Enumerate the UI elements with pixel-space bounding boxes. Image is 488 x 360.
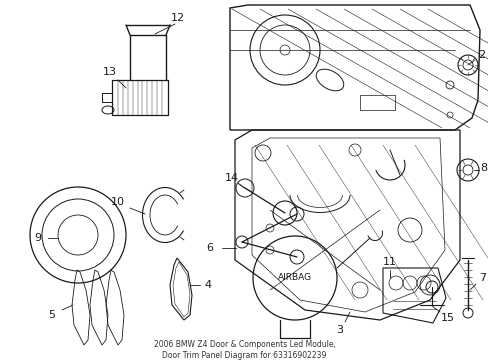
Text: 5: 5 — [48, 310, 55, 320]
Text: 11: 11 — [382, 257, 396, 267]
Text: 13: 13 — [103, 67, 117, 77]
Text: 8: 8 — [479, 163, 487, 173]
Text: AIRBAG: AIRBAG — [277, 274, 311, 283]
Text: 4: 4 — [204, 280, 211, 290]
Text: 12: 12 — [171, 13, 184, 23]
Text: 2: 2 — [477, 50, 485, 60]
Text: 15: 15 — [440, 313, 454, 323]
Text: 6: 6 — [206, 243, 213, 253]
Text: 9: 9 — [34, 233, 41, 243]
Text: 3: 3 — [336, 325, 343, 335]
Text: 14: 14 — [224, 173, 239, 183]
Text: 10: 10 — [111, 197, 125, 207]
Text: 7: 7 — [478, 273, 486, 283]
Text: 2006 BMW Z4 Door & Components Led Module,
Door Trim Panel Diagram for 6331690223: 2006 BMW Z4 Door & Components Led Module… — [153, 340, 335, 360]
